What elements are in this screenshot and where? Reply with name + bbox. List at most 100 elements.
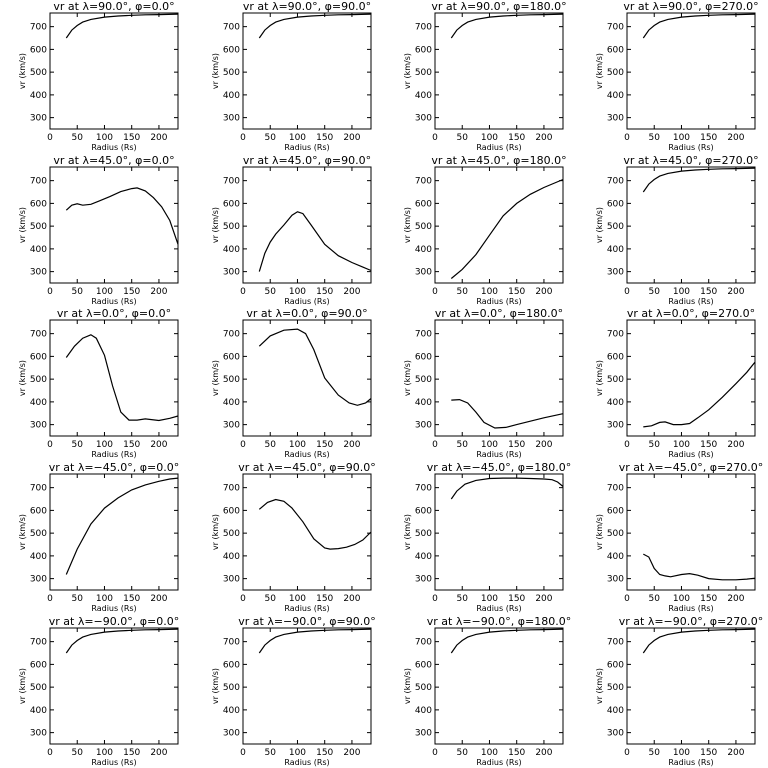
series-line — [65, 334, 179, 422]
y-tick-label: 500 — [607, 683, 624, 693]
x-tick-label: 150 — [508, 748, 525, 758]
panel-0-3: vr at λ=90.0°, φ=270.0° 0 50 100 150 200 300 40… — [595, 0, 759, 152]
y-tick-label: 400 — [607, 91, 624, 101]
x-tick-label: 0 — [624, 440, 630, 450]
y-axis-label: vr (km/s) — [595, 360, 604, 396]
x-tick-label: 0 — [47, 133, 53, 143]
x-axis-label: Radius (Rs) — [668, 758, 713, 767]
x-tick-label: 150 — [508, 287, 525, 297]
plot-frame — [242, 319, 372, 437]
panel-title: vr at λ=90.0°, φ=90.0° — [243, 0, 371, 13]
y-tick-label: 400 — [415, 91, 432, 101]
x-tick-label: 100 — [96, 594, 113, 604]
y-tick-label: 300 — [223, 268, 240, 278]
x-tick-label: 150 — [700, 133, 717, 143]
x-tick-label: 0 — [432, 440, 438, 450]
y-tick-label: 700 — [223, 330, 240, 340]
y-tick-label: 400 — [607, 706, 624, 716]
x-axis-label: Radius (Rs) — [284, 450, 329, 459]
y-tick-label: 700 — [30, 23, 47, 33]
y-tick-label: 500 — [415, 529, 432, 539]
y-tick-label: 600 — [415, 45, 432, 55]
panel-title: vr at λ=0.0°, φ=90.0° — [246, 307, 367, 320]
y-tick-label: 500 — [607, 222, 624, 232]
y-tick-label: 500 — [223, 529, 240, 539]
panel-3-1: vr at λ=−45.0°, φ=90.0° 0 50 100 150 200 300 40… — [211, 461, 376, 613]
y-tick-label: 400 — [223, 398, 240, 408]
x-tick-label: 50 — [72, 594, 84, 604]
x-tick-label: 0 — [240, 748, 246, 758]
series-line — [450, 477, 564, 500]
x-tick-label: 150 — [123, 133, 140, 143]
series-line — [450, 628, 564, 654]
y-tick-label: 700 — [223, 23, 240, 33]
x-tick-label: 200 — [343, 287, 360, 297]
y-tick-label: 600 — [30, 45, 47, 55]
y-tick-label: 500 — [415, 68, 432, 78]
series-line — [65, 628, 179, 654]
panel-title: vr at λ=90.0°, φ=180.0° — [431, 0, 566, 13]
plot-frame — [49, 627, 179, 745]
y-tick-label: 500 — [223, 683, 240, 693]
y-tick-label: 300 — [30, 421, 47, 431]
y-tick-label: 400 — [223, 91, 240, 101]
y-tick-label: 700 — [415, 23, 432, 33]
y-tick-label: 700 — [607, 638, 624, 648]
series-line — [258, 211, 372, 272]
y-tick-label: 600 — [607, 506, 624, 516]
x-tick-label: 0 — [240, 287, 246, 297]
x-tick-label: 150 — [700, 440, 717, 450]
y-tick-label: 300 — [415, 729, 432, 739]
x-tick-label: 0 — [624, 133, 630, 143]
x-tick-label: 0 — [432, 287, 438, 297]
y-axis-label: vr (km/s) — [211, 514, 220, 550]
y-tick-label: 600 — [415, 660, 432, 670]
plot-frame — [626, 319, 756, 437]
x-axis-label: Radius (Rs) — [476, 450, 521, 459]
y-tick-label: 300 — [30, 729, 47, 739]
x-tick-label: 0 — [240, 440, 246, 450]
x-axis-label: Radius (Rs) — [91, 143, 136, 152]
y-tick-label: 700 — [607, 330, 624, 340]
x-tick-label: 0 — [624, 594, 630, 604]
y-axis-label: vr (km/s) — [211, 360, 220, 396]
x-tick-label: 0 — [47, 594, 53, 604]
x-axis-label: Radius (Rs) — [476, 604, 521, 613]
plot-frame — [49, 319, 179, 437]
y-tick-label: 500 — [607, 68, 624, 78]
y-axis-label: vr (km/s) — [403, 668, 412, 704]
y-axis-label: vr (km/s) — [211, 53, 220, 89]
x-tick-label: 100 — [481, 133, 498, 143]
y-tick-label: 400 — [223, 245, 240, 255]
plot-frame — [242, 166, 372, 284]
y-tick-label: 600 — [223, 506, 240, 516]
x-tick-label: 150 — [123, 594, 140, 604]
x-tick-label: 150 — [700, 594, 717, 604]
y-tick-label: 700 — [415, 484, 432, 494]
x-tick-label: 200 — [727, 133, 744, 143]
x-tick-label: 0 — [432, 748, 438, 758]
x-tick-label: 200 — [343, 748, 360, 758]
x-tick-label: 150 — [316, 594, 333, 604]
y-tick-label: 300 — [223, 575, 240, 585]
y-tick-label: 400 — [415, 398, 432, 408]
x-tick-label: 200 — [535, 133, 552, 143]
x-tick-label: 50 — [72, 440, 84, 450]
x-tick-label: 200 — [150, 594, 167, 604]
x-tick-label: 50 — [265, 287, 277, 297]
y-tick-label: 300 — [415, 114, 432, 124]
y-tick-label: 300 — [30, 575, 47, 585]
x-tick-label: 100 — [289, 287, 306, 297]
x-tick-label: 200 — [535, 287, 552, 297]
y-tick-label: 400 — [30, 552, 47, 562]
x-tick-label: 100 — [481, 440, 498, 450]
x-tick-label: 100 — [96, 440, 113, 450]
panel-1-0: vr at λ=45.0°, φ=0.0° 0 50 100 150 200 300 400 5… — [18, 154, 179, 306]
series-line — [65, 187, 179, 245]
y-tick-label: 600 — [607, 352, 624, 362]
y-tick-label: 700 — [223, 484, 240, 494]
y-tick-label: 500 — [415, 375, 432, 385]
x-tick-label: 100 — [481, 287, 498, 297]
x-tick-label: 200 — [343, 594, 360, 604]
x-tick-label: 150 — [316, 748, 333, 758]
